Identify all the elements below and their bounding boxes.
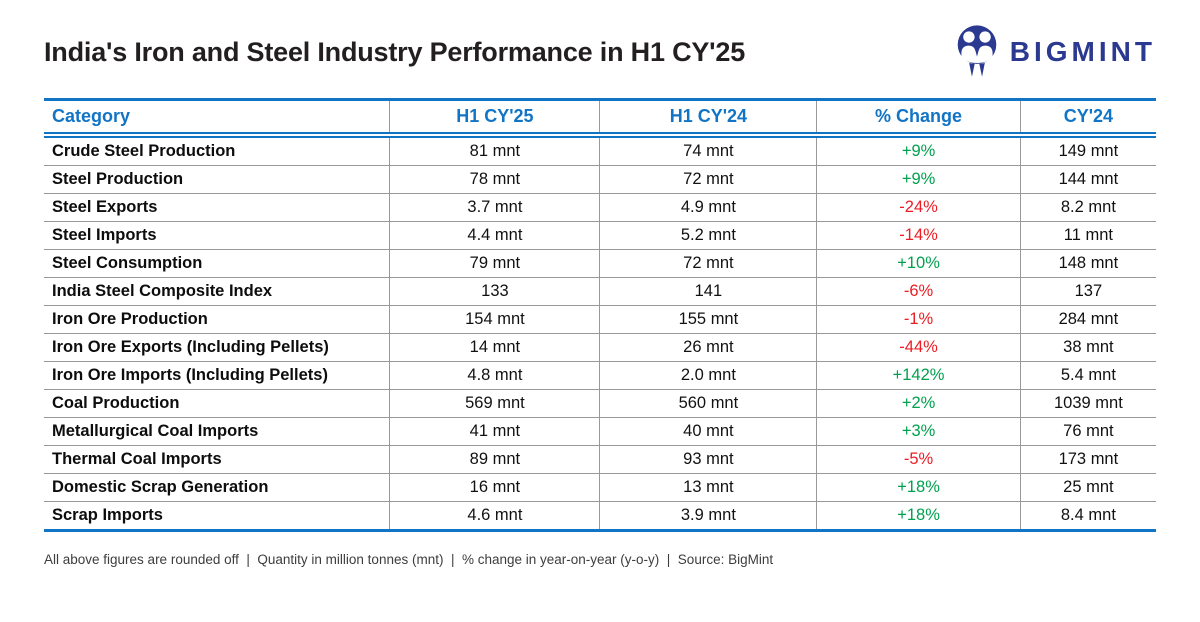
row-category: Coal Production [44,389,390,418]
cell-h1cy25: 89 mnt [389,445,600,474]
cell-h1cy24: 72 mnt [599,249,817,278]
row-category: Domestic Scrap Generation [44,473,390,502]
cell-cy24: 38 mnt [1019,333,1156,362]
cell-pct-change: -24% [816,193,1021,222]
cell-h1cy25: 4.4 mnt [389,221,600,250]
bigmint-logo-text: BIGMINT [1009,36,1156,67]
cell-pct-change: -5% [816,445,1021,474]
table-row: Domestic Scrap Generation 16 mnt 13 mnt +18… [44,473,1156,502]
table-row: Steel Exports 3.7 mnt 4.9 mnt -24% 8.2 mnt [44,193,1156,222]
cell-cy24: 144 mnt [1019,165,1156,194]
row-category: Steel Exports [44,193,390,222]
row-category: Steel Production [44,165,390,194]
cell-h1cy25: 14 mnt [389,333,600,362]
table-row: Iron Ore Imports (Including Pellets) 4.8 … [44,361,1156,390]
table-row: Thermal Coal Imports 89 mnt 93 mnt -5% 173 m… [44,445,1156,474]
cell-pct-change: +18% [816,473,1021,502]
performance-table: Category H1 CY'25 H1 CY'24 % Change CY'2… [44,98,1156,532]
table-body: Crude Steel Production 81 mnt 74 mnt +9% 149… [44,135,1156,532]
cell-h1cy25: 133 [389,277,600,306]
row-category: Scrap Imports [44,501,390,532]
cell-h1cy24: 141 [599,277,817,306]
cell-pct-change: +142% [816,361,1021,390]
cell-h1cy25: 16 mnt [389,473,600,502]
cell-h1cy25: 78 mnt [389,165,600,194]
bigmint-logo: BIGMINT [954,24,1156,80]
cell-h1cy25: 4.8 mnt [389,361,600,390]
column-header-cy24: CY'24 [1019,98,1156,138]
cell-cy24: 8.2 mnt [1019,193,1156,222]
footnote: All above figures are rounded off | Quan… [44,552,774,567]
cell-cy24: 149 mnt [1019,135,1156,166]
row-category: Iron Ore Exports (Including Pellets) [44,333,390,362]
cell-cy24: 11 mnt [1019,221,1156,250]
cell-h1cy24: 72 mnt [599,165,817,194]
header: India's Iron and Steel Industry Performa… [44,22,1156,82]
cell-h1cy25: 4.6 mnt [389,501,600,532]
row-category: Iron Ore Imports (Including Pellets) [44,361,390,390]
cell-h1cy24: 155 mnt [599,305,817,334]
cell-cy24: 148 mnt [1019,249,1156,278]
infographic-page: India's Iron and Steel Industry Performa… [0,22,1200,567]
table-row: Metallurgical Coal Imports 41 mnt 40 mnt +3… [44,417,1156,446]
cell-h1cy24: 5.2 mnt [599,221,817,250]
table-row: Crude Steel Production 81 mnt 74 mnt +9% 149… [44,135,1156,166]
cell-pct-change: +9% [816,135,1021,166]
table-row: Scrap Imports 4.6 mnt 3.9 mnt +18% 8.4 mnt [44,501,1156,532]
cell-pct-change: +3% [816,417,1021,446]
row-category: Metallurgical Coal Imports [44,417,390,446]
cell-h1cy25: 41 mnt [389,417,600,446]
cell-h1cy24: 4.9 mnt [599,193,817,222]
row-category: Thermal Coal Imports [44,445,390,474]
cell-h1cy24: 13 mnt [599,473,817,502]
cell-cy24: 1039 mnt [1019,389,1156,418]
table-row: Steel Production 78 mnt 72 mnt +9% 144 mnt [44,165,1156,194]
column-header-category: Category [44,98,390,138]
row-category: India Steel Composite Index [44,277,390,306]
cell-h1cy24: 3.9 mnt [599,501,817,532]
cell-h1cy25: 3.7 mnt [389,193,600,222]
cell-h1cy24: 560 mnt [599,389,817,418]
table-row: Steel Consumption 79 mnt 72 mnt +10% 148 mnt [44,249,1156,278]
cell-pct-change: -14% [816,221,1021,250]
cell-cy24: 5.4 mnt [1019,361,1156,390]
cell-pct-change: +2% [816,389,1021,418]
column-header-h1cy24: H1 CY'24 [599,98,817,138]
table-row: Steel Imports 4.4 mnt 5.2 mnt -14% 11 mnt [44,221,1156,250]
column-header-h1cy25: H1 CY'25 [389,98,600,138]
cell-pct-change: -6% [816,277,1021,306]
cell-h1cy24: 2.0 mnt [599,361,817,390]
cell-h1cy24: 26 mnt [599,333,817,362]
cell-h1cy25: 81 mnt [389,135,600,166]
bigmint-mascot-icon [954,24,1000,80]
cell-cy24: 8.4 mnt [1019,501,1156,532]
cell-pct-change: -44% [816,333,1021,362]
cell-cy24: 173 mnt [1019,445,1156,474]
cell-h1cy24: 93 mnt [599,445,817,474]
cell-pct-change: +10% [816,249,1021,278]
column-header-pct-change: % Change [816,98,1021,138]
cell-pct-change: +18% [816,501,1021,532]
cell-cy24: 25 mnt [1019,473,1156,502]
table-row: Iron Ore Production 154 mnt 155 mnt -1% 284 … [44,305,1156,334]
cell-cy24: 284 mnt [1019,305,1156,334]
cell-cy24: 137 [1019,277,1156,306]
page-title: India's Iron and Steel Industry Performa… [44,36,746,67]
table-row: India Steel Composite Index 133 141 -6% 137 [44,277,1156,306]
cell-pct-change: -1% [816,305,1021,334]
cell-h1cy25: 154 mnt [389,305,600,334]
table-row: Iron Ore Exports (Including Pellets) 14 m… [44,333,1156,362]
cell-h1cy25: 79 mnt [389,249,600,278]
cell-h1cy25: 569 mnt [389,389,600,418]
cell-cy24: 76 mnt [1019,417,1156,446]
row-category: Iron Ore Production [44,305,390,334]
table-row: Coal Production 569 mnt 560 mnt +2% 1039 mnt [44,389,1156,418]
row-category: Crude Steel Production [44,135,390,166]
cell-h1cy24: 40 mnt [599,417,817,446]
cell-h1cy24: 74 mnt [599,135,817,166]
row-category: Steel Consumption [44,249,390,278]
table-header-row: Category H1 CY'25 H1 CY'24 % Change CY'2… [44,98,1156,138]
cell-pct-change: +9% [816,165,1021,194]
row-category: Steel Imports [44,221,390,250]
